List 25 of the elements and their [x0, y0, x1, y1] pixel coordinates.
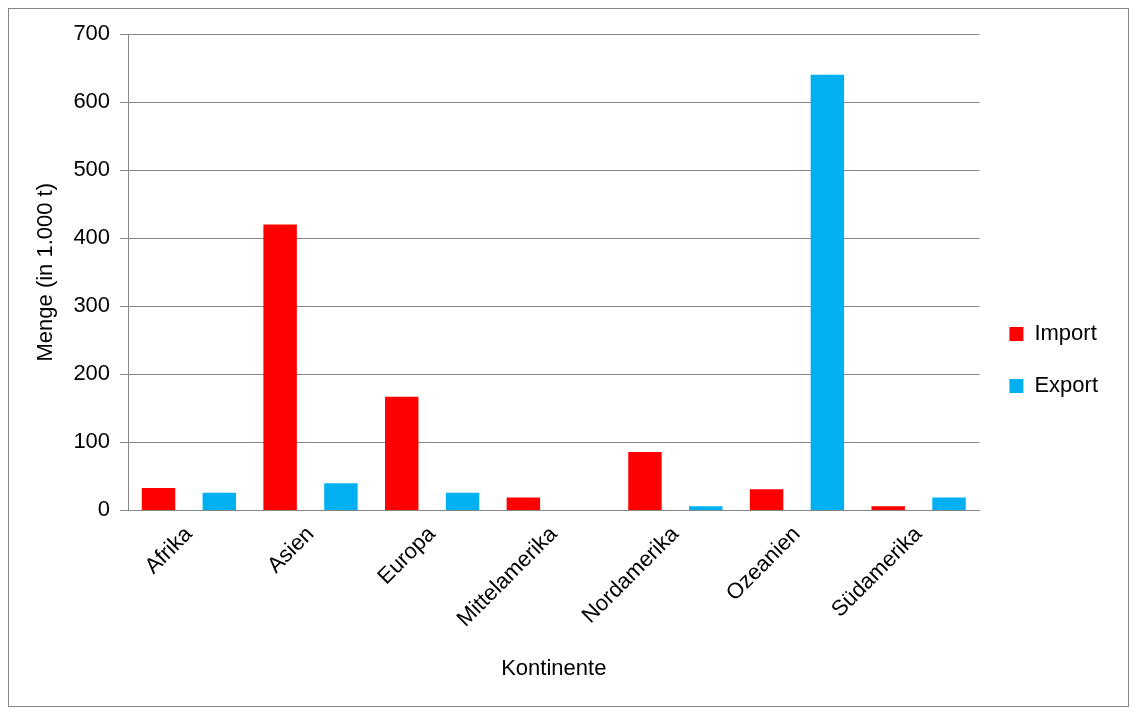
- bar: [445, 492, 480, 510]
- bar: [263, 224, 297, 510]
- x-axis-title: Kontinente: [501, 654, 607, 680]
- bar: [932, 497, 966, 510]
- bar: [202, 492, 237, 510]
- bar: [506, 497, 541, 510]
- bar: [141, 487, 176, 510]
- bar: [871, 506, 905, 510]
- y-tick-label: 300: [73, 292, 111, 318]
- bar: [749, 489, 784, 510]
- legend-label: Export: [1034, 372, 1099, 398]
- y-tick-label: 500: [73, 156, 111, 182]
- y-tick-label: 400: [73, 224, 111, 250]
- y-tick-label: 100: [73, 428, 111, 454]
- y-tick-label: 0: [97, 496, 111, 522]
- bar: [324, 483, 358, 510]
- y-axis-title: Menge (in 1.000 t): [32, 182, 58, 362]
- bar: [385, 396, 419, 510]
- bar: [628, 451, 662, 510]
- legend-label: Import: [1034, 320, 1097, 346]
- y-tick-label: 200: [73, 360, 111, 386]
- bar: [810, 74, 845, 510]
- y-tick-label: 700: [73, 20, 111, 46]
- y-tick-label: 600: [73, 88, 111, 114]
- bar: [689, 506, 723, 510]
